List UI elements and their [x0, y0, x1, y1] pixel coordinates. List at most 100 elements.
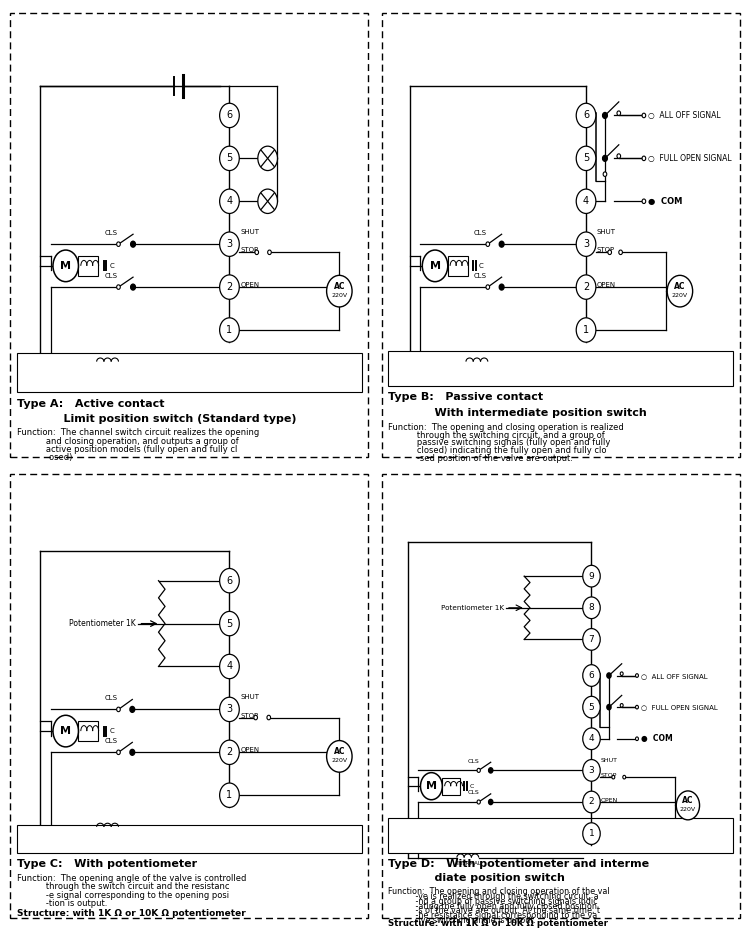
FancyBboxPatch shape: [79, 256, 98, 276]
Text: OPEN: OPEN: [240, 282, 260, 288]
Text: Function:  The opening and closing operation is realized: Function: The opening and closing operat…: [388, 423, 623, 432]
Circle shape: [583, 628, 600, 650]
Text: 2: 2: [583, 282, 590, 292]
Text: through the switching circuit, and a group of: through the switching circuit, and a gro…: [388, 431, 604, 439]
Circle shape: [620, 704, 623, 708]
Text: 220V: 220V: [680, 807, 696, 813]
Text: 5: 5: [226, 154, 232, 163]
FancyBboxPatch shape: [388, 351, 734, 386]
Text: CLS: CLS: [105, 695, 118, 701]
Circle shape: [220, 232, 239, 256]
Circle shape: [422, 250, 448, 282]
Text: 1. Open and close the valve to control the common end: 1. Open and close the valve to control t…: [393, 818, 619, 825]
Circle shape: [642, 199, 646, 204]
Text: closed) indicating the fully open and fully clo: closed) indicating the fully open and fu…: [388, 446, 606, 455]
Circle shape: [220, 146, 239, 170]
Circle shape: [421, 773, 442, 800]
Circle shape: [602, 113, 608, 118]
Text: 1. Open and close the valve to control the common end: 1. Open and close the valve to control t…: [22, 353, 254, 359]
Text: -ve is realized through the switching circuit, a: -ve is realized through the switching ci…: [388, 892, 598, 901]
Circle shape: [583, 728, 600, 749]
Text: Structure: with 1K Ω or 10K Ω potentiometer: Structure: with 1K Ω or 10K Ω potentiome…: [388, 919, 608, 928]
Text: SHUT: SHUT: [597, 229, 616, 236]
Circle shape: [583, 760, 600, 781]
Circle shape: [130, 749, 135, 755]
Circle shape: [220, 569, 239, 593]
Circle shape: [130, 707, 135, 712]
Text: -osed): -osed): [16, 452, 72, 462]
Text: CLS: CLS: [105, 738, 118, 744]
Text: 3. Valve closed              6. All off signal: 3. Valve closed 6. All off signal: [393, 838, 589, 844]
Circle shape: [602, 155, 608, 161]
Text: 1. Open and close the valve to control the common end: 1. Open and close the valve to control t…: [22, 827, 254, 832]
Circle shape: [576, 232, 596, 256]
Text: 5: 5: [226, 618, 232, 628]
Text: Structure: with 1K Ω or 10K Ω potentiometer: Structure: with 1K Ω or 10K Ω potentiome…: [16, 909, 245, 918]
Text: ●  COM: ● COM: [648, 196, 682, 206]
Circle shape: [583, 823, 600, 844]
Text: 4: 4: [589, 735, 594, 743]
Circle shape: [117, 750, 120, 754]
Text: CLS: CLS: [467, 759, 479, 763]
Text: CLS: CLS: [474, 230, 487, 236]
Text: ○  FULL OPEN SIGNAL: ○ FULL OPEN SIGNAL: [648, 154, 732, 163]
FancyBboxPatch shape: [79, 722, 98, 741]
Text: STOP: STOP: [240, 712, 259, 719]
Text: CLS: CLS: [467, 790, 479, 795]
Text: Potentiometer 1K: Potentiometer 1K: [441, 605, 504, 611]
Text: C: C: [110, 263, 114, 269]
Text: -tion is output.: -tion is output.: [16, 898, 107, 908]
Text: 2. Valve open        3. Valve closed: 2. Valve open 3. Valve closed: [22, 841, 179, 847]
Circle shape: [53, 715, 79, 747]
Text: 4: 4: [226, 662, 232, 671]
Text: 3: 3: [583, 239, 589, 250]
Circle shape: [130, 241, 136, 247]
Text: ○  FULL OPEN SIGNAL: ○ FULL OPEN SIGNAL: [640, 704, 717, 710]
Text: CLS: CLS: [474, 273, 487, 279]
Circle shape: [117, 708, 120, 711]
Circle shape: [668, 276, 693, 307]
Text: -ating the fully open and fully closed position: -ating the fully open and fully closed p…: [388, 901, 596, 911]
Text: 8: 8: [589, 603, 594, 613]
Text: through the switch circuit and the resistanc: through the switch circuit and the resis…: [16, 883, 229, 891]
Text: Limit position switch (Standard type): Limit position switch (Standard type): [16, 413, 296, 424]
Text: C: C: [110, 728, 114, 734]
Circle shape: [642, 156, 646, 161]
Text: 4: 4: [583, 196, 589, 207]
Text: 1: 1: [226, 325, 232, 335]
Circle shape: [603, 172, 607, 177]
Text: ●  COM: ● COM: [640, 735, 672, 743]
Circle shape: [117, 242, 120, 247]
Text: 4: 4: [226, 196, 232, 207]
Text: 220V: 220V: [332, 293, 347, 298]
Text: STOP: STOP: [240, 248, 259, 253]
Text: 5: 5: [589, 703, 594, 711]
Text: 7: 7: [589, 635, 594, 644]
Circle shape: [220, 275, 239, 299]
Text: 1: 1: [226, 790, 232, 801]
Circle shape: [488, 800, 493, 804]
Text: Type C:   With potentiometer: Type C: With potentiometer: [16, 859, 196, 870]
Text: CLS: CLS: [105, 273, 118, 279]
Text: 5: 5: [583, 154, 590, 163]
Circle shape: [258, 146, 278, 170]
Text: Type D:   With potentiometer and interme: Type D: With potentiometer and interme: [388, 859, 649, 870]
Text: THERMAL: THERMAL: [92, 367, 122, 371]
Text: M: M: [60, 261, 71, 271]
Text: CLS: CLS: [105, 230, 118, 236]
Text: 3. Valve closed         5. Full open signal      6. All off signal: 3. Valve closed 5. Full open signal 6. A…: [393, 379, 674, 385]
Circle shape: [220, 783, 239, 807]
Text: THERMAL: THERMAL: [92, 832, 122, 837]
Circle shape: [617, 111, 620, 115]
Text: 6: 6: [226, 575, 232, 586]
Circle shape: [500, 241, 504, 247]
Text: SHUT: SHUT: [240, 229, 260, 236]
Text: 1: 1: [583, 325, 589, 335]
Circle shape: [576, 317, 596, 343]
Text: 2: 2: [226, 748, 232, 757]
Text: 2. Valve open                5. Full open signal: 2. Valve open 5. Full open signal: [393, 829, 597, 834]
Circle shape: [620, 672, 623, 676]
Text: AC: AC: [674, 282, 686, 291]
Text: 1: 1: [589, 830, 594, 838]
Circle shape: [583, 696, 600, 718]
